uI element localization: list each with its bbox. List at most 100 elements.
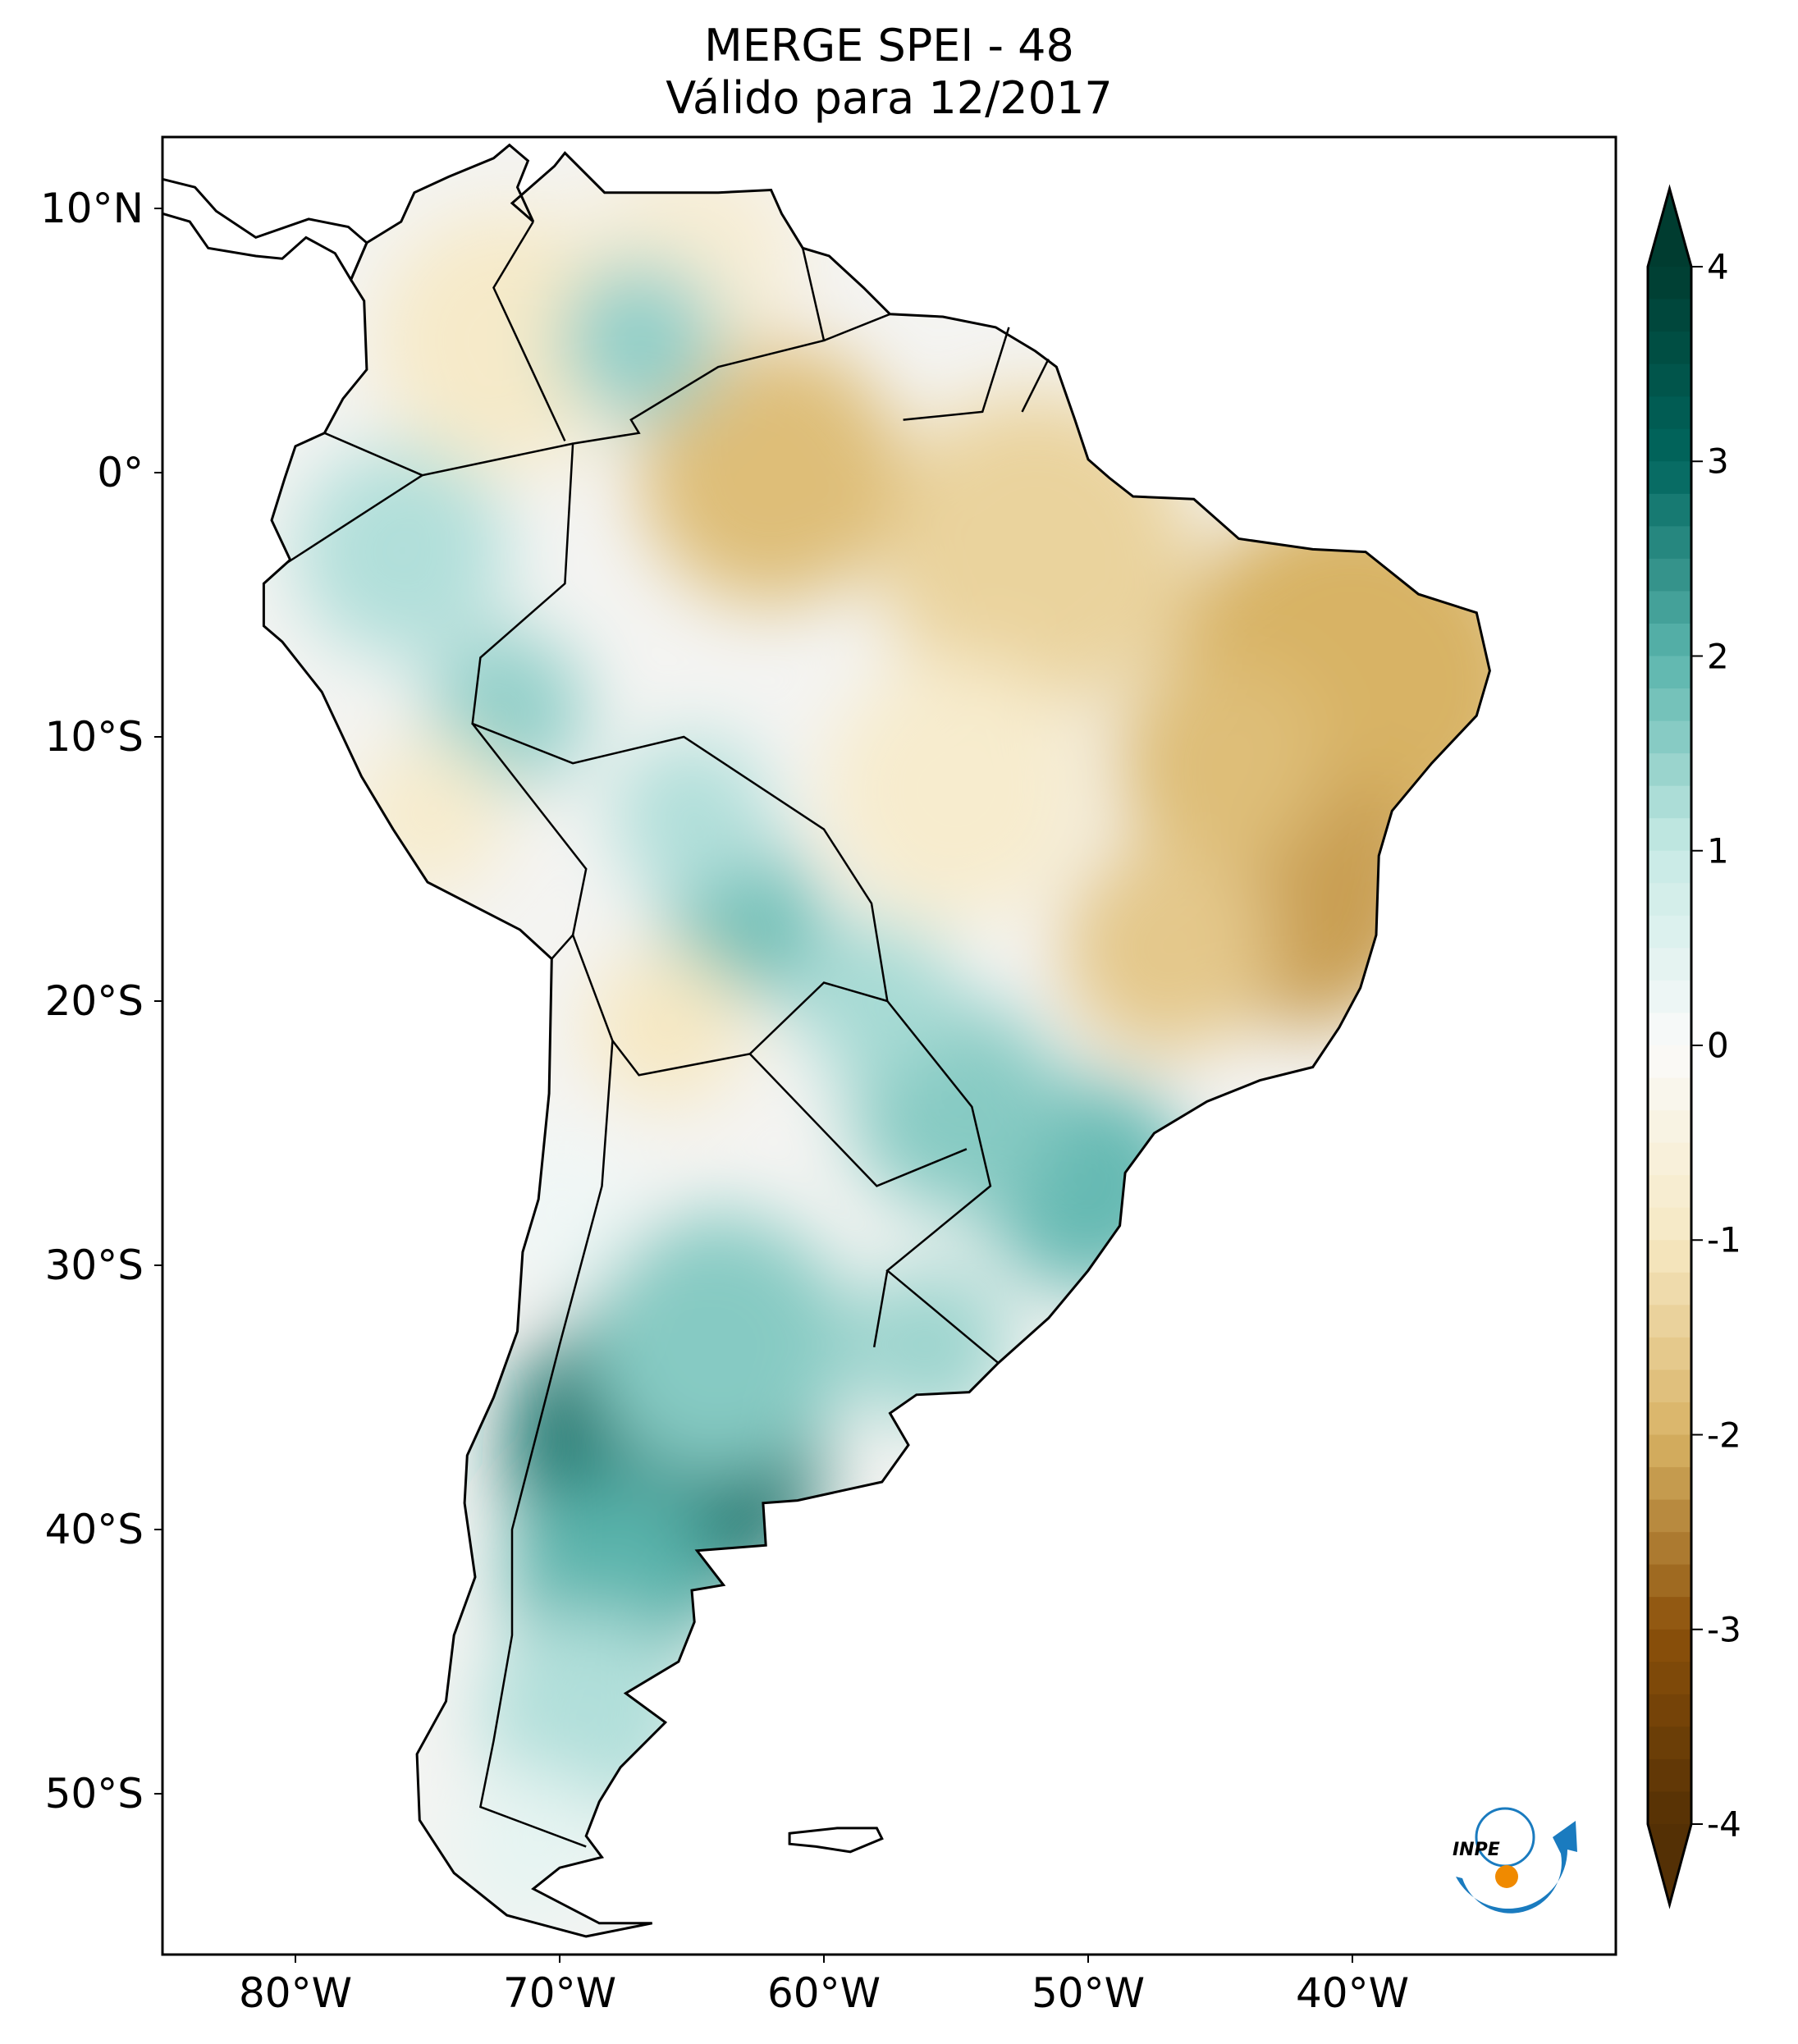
colorbar-extend-max bbox=[1648, 189, 1691, 267]
colorbar-level bbox=[1648, 1077, 1691, 1112]
colorbar-level bbox=[1648, 299, 1691, 333]
colorbar-level bbox=[1648, 396, 1691, 430]
logo-arc-icon bbox=[1456, 1821, 1577, 1914]
colorbar-level bbox=[1648, 1110, 1691, 1144]
colorbar-level bbox=[1648, 688, 1691, 722]
colorbar-level bbox=[1648, 753, 1691, 787]
spei-anomaly-patch bbox=[560, 261, 719, 420]
colorbar-level bbox=[1648, 1240, 1691, 1273]
colorbar-level bbox=[1648, 1434, 1691, 1469]
spei-anomaly-patch bbox=[374, 208, 639, 473]
y-tick-label: 50°S bbox=[44, 1770, 144, 1818]
colorbar-level bbox=[1648, 785, 1691, 820]
colorbar-level bbox=[1648, 883, 1691, 917]
border-line bbox=[471, 723, 588, 960]
y-tick-label: 40°S bbox=[44, 1506, 144, 1553]
spei-anomaly-patch bbox=[797, 921, 956, 1081]
colorbar-level bbox=[1648, 1758, 1691, 1793]
colorbar-level bbox=[1648, 1272, 1691, 1306]
spei-anomaly-patch bbox=[1061, 842, 1274, 1054]
border-line bbox=[903, 327, 1010, 421]
colorbar-level bbox=[1648, 1564, 1691, 1598]
colorbar-level bbox=[1648, 1207, 1691, 1241]
country-borders bbox=[286, 221, 1050, 1848]
border-line bbox=[286, 474, 423, 564]
colorbar-level bbox=[1648, 1791, 1691, 1825]
colorbar-level bbox=[1648, 1662, 1691, 1695]
x-tick-label: 80°W bbox=[238, 1969, 353, 2017]
inpe-logo: INPE bbox=[1453, 1807, 1577, 1914]
colorbar-level bbox=[1648, 1142, 1691, 1177]
border-line bbox=[823, 313, 890, 342]
colorbar-tick-label: -1 bbox=[1707, 1219, 1741, 1260]
x-tick-label: 60°W bbox=[766, 1969, 881, 2017]
y-tick-label: 10°S bbox=[44, 713, 144, 761]
border-line bbox=[471, 248, 1000, 1365]
colorbar-level bbox=[1648, 364, 1691, 398]
colorbar-level bbox=[1648, 850, 1691, 885]
colorbar-level bbox=[1648, 656, 1691, 690]
y-tick-label: 20°S bbox=[44, 977, 144, 1025]
colorbar-level bbox=[1648, 915, 1691, 949]
colorbar-level bbox=[1648, 591, 1691, 624]
border-line bbox=[1021, 358, 1050, 413]
colorbar bbox=[1646, 184, 1703, 1909]
colorbar-level bbox=[1648, 1045, 1691, 1079]
y-tick-label: 0° bbox=[97, 449, 144, 496]
colorbar-level bbox=[1648, 1370, 1691, 1403]
falkland-islands bbox=[788, 1827, 884, 1854]
y-tick-label: 10°N bbox=[39, 185, 144, 232]
spei-anomaly-patch bbox=[612, 737, 771, 896]
colorbar-level bbox=[1648, 1629, 1691, 1663]
colorbar-level bbox=[1648, 818, 1691, 852]
border-line bbox=[492, 221, 566, 441]
colorbar-tick-label: 4 bbox=[1707, 246, 1729, 287]
colorbar-tick-label: -3 bbox=[1707, 1609, 1741, 1650]
colorbar-level bbox=[1648, 720, 1691, 755]
chart-subtitle: Válido para 12/2017 bbox=[666, 72, 1113, 124]
chart-title: MERGE SPEI - 48 bbox=[704, 20, 1074, 71]
spei-anomaly-patch bbox=[348, 737, 507, 896]
x-tick-label: 70°W bbox=[502, 1969, 617, 2017]
spei-anomaly-patch bbox=[454, 1767, 613, 1926]
border-line bbox=[571, 935, 888, 1077]
colorbar-tick-label: 1 bbox=[1707, 830, 1729, 871]
colorbar-level bbox=[1648, 1402, 1691, 1436]
colorbar-tick-label: -4 bbox=[1707, 1804, 1741, 1845]
colorbar-level bbox=[1648, 1694, 1691, 1728]
colorbar-tick-label: 0 bbox=[1707, 1025, 1729, 1066]
x-tick-label: 50°W bbox=[1031, 1969, 1146, 2017]
spei-anomaly-patch bbox=[850, 1265, 1009, 1424]
colorbar-level bbox=[1648, 1013, 1691, 1046]
colorbar-level bbox=[1648, 1337, 1691, 1371]
spei-anomaly-patch bbox=[295, 446, 507, 658]
colorbar-level bbox=[1648, 623, 1691, 657]
x-tick-label: 40°W bbox=[1295, 1969, 1410, 2017]
colorbar-level bbox=[1648, 1175, 1691, 1209]
colorbar-tick-label: -2 bbox=[1707, 1415, 1741, 1455]
border-line bbox=[872, 1270, 889, 1348]
colorbar-tick-label: 2 bbox=[1707, 636, 1729, 676]
colorbar-level bbox=[1648, 558, 1691, 592]
colorbar-level bbox=[1648, 1499, 1691, 1534]
colorbar-level bbox=[1648, 1726, 1691, 1760]
colorbar-level bbox=[1648, 1597, 1691, 1630]
colorbar-level bbox=[1648, 980, 1691, 1014]
colorbar-level bbox=[1648, 428, 1691, 463]
spei-anomaly-patch bbox=[638, 341, 904, 605]
colorbar-level bbox=[1648, 267, 1691, 300]
border-line bbox=[748, 1053, 968, 1187]
spei-anomaly-patch bbox=[1114, 657, 1326, 869]
logo-text: INPE bbox=[1453, 1840, 1500, 1860]
spei-anomaly-patch bbox=[586, 1212, 851, 1477]
colorbar-level bbox=[1648, 948, 1691, 981]
central-america bbox=[162, 177, 368, 283]
logo-dot-icon bbox=[1495, 1865, 1518, 1888]
colorbar-extend-min bbox=[1648, 1824, 1691, 1905]
colorbar-level bbox=[1648, 1532, 1691, 1566]
spei-anomaly-patch bbox=[586, 948, 745, 1107]
colorbar-level bbox=[1648, 461, 1691, 495]
colorbar-level bbox=[1648, 332, 1691, 365]
y-tick-label: 30°S bbox=[44, 1241, 144, 1289]
